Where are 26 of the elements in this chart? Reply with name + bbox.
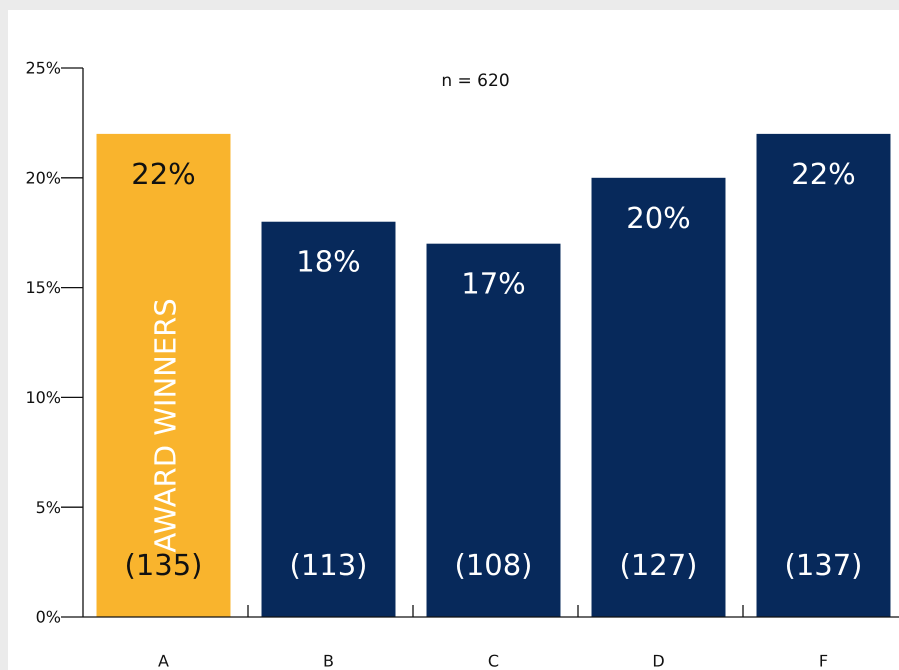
y-tick-label: 20% — [25, 168, 61, 188]
data-label: 20% — [626, 200, 691, 235]
bar — [756, 134, 890, 617]
annotation: (137) — [784, 548, 862, 582]
y-tick-label: 0% — [36, 608, 61, 627]
data-label: 18% — [296, 244, 361, 279]
x-tick-label: B — [323, 652, 334, 670]
bar — [426, 244, 560, 617]
annotation: n = 620 — [441, 71, 510, 91]
data-label: 17% — [461, 266, 526, 301]
data-label: 22% — [131, 156, 196, 191]
annotation: (113) — [290, 548, 368, 582]
x-tick-label: D — [652, 652, 665, 670]
annotation: (127) — [620, 548, 698, 582]
y-tick-label: 15% — [25, 278, 61, 298]
y-tick-label: 25% — [25, 58, 61, 78]
y-tick-label: 5% — [36, 498, 61, 517]
data-label: 22% — [791, 156, 856, 191]
bar — [96, 134, 230, 617]
bar — [262, 222, 396, 617]
x-tick-label: A — [158, 652, 170, 670]
annotation: (108) — [454, 548, 532, 582]
x-tick-label: F — [818, 652, 828, 670]
bar — [592, 178, 726, 617]
x-tick-label: C — [488, 652, 500, 670]
y-tick-label: 10% — [25, 388, 61, 407]
